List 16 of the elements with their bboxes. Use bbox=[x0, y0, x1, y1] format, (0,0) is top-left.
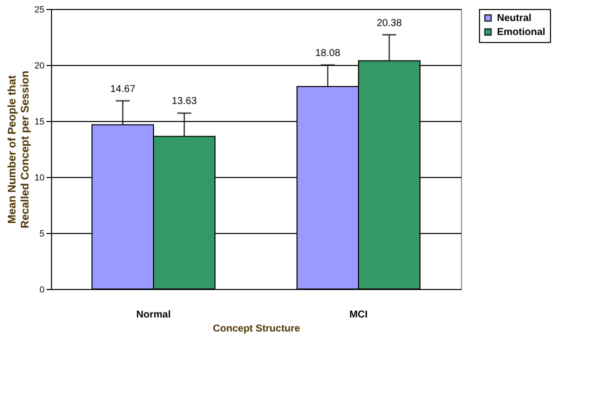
data-label: 14.67 bbox=[110, 84, 136, 95]
y-tick-label: 0 bbox=[39, 284, 44, 294]
y-axis-title: Mean Number of People that Recalled Concept per Session bbox=[6, 70, 32, 228]
y-tick-label: 25 bbox=[34, 4, 44, 14]
x-tick-label: MCI bbox=[349, 310, 368, 320]
legend-label: Neutral bbox=[497, 13, 532, 24]
y-tick-label: 20 bbox=[34, 60, 44, 70]
data-label: 20.38 bbox=[376, 18, 402, 29]
data-label: 13.63 bbox=[172, 96, 198, 108]
x-axis-title: Concept Structure bbox=[212, 324, 301, 334]
y-tick-label: 10 bbox=[34, 172, 44, 182]
legend-label: Emotional bbox=[497, 27, 546, 38]
data-label: 18.08 bbox=[315, 48, 341, 59]
y-tick-label: 15 bbox=[34, 116, 44, 126]
y-tick-label: 5 bbox=[39, 228, 44, 238]
x-tick-label: Normal bbox=[136, 310, 171, 320]
